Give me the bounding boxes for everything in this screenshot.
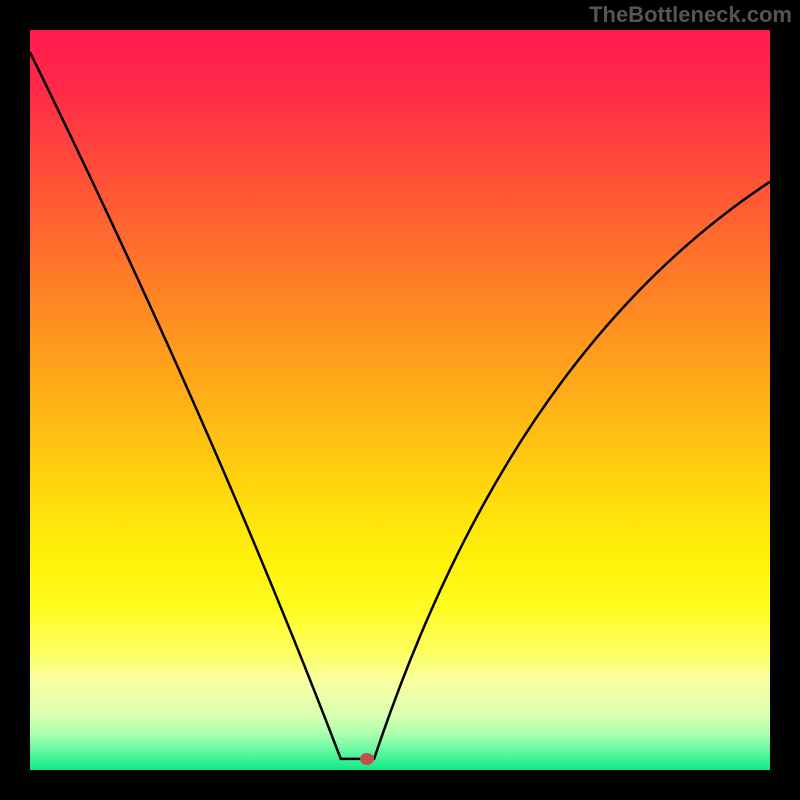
bottleneck-curve — [30, 52, 770, 759]
curve-overlay — [30, 30, 770, 770]
plot-area — [30, 30, 770, 770]
watermark-text: TheBottleneck.com — [589, 2, 792, 28]
chart-frame: TheBottleneck.com — [0, 0, 800, 800]
optimum-marker — [360, 753, 374, 765]
